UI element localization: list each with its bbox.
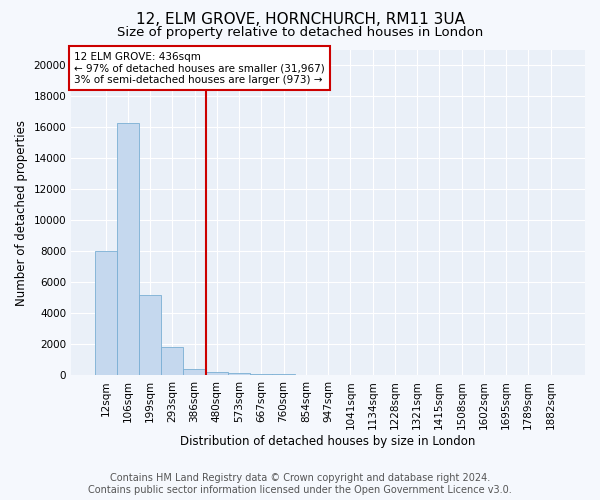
Bar	[250, 374, 272, 376]
Bar	[272, 374, 295, 376]
Bar	[228, 374, 250, 376]
Text: Contains HM Land Registry data © Crown copyright and database right 2024.
Contai: Contains HM Land Registry data © Crown c…	[88, 474, 512, 495]
Bar	[161, 346, 184, 376]
Bar	[117, 123, 139, 376]
Bar	[206, 372, 228, 376]
X-axis label: Distribution of detached houses by size in London: Distribution of detached houses by size …	[181, 434, 476, 448]
Text: Size of property relative to detached houses in London: Size of property relative to detached ho…	[117, 26, 483, 39]
Bar	[295, 374, 317, 376]
Text: 12, ELM GROVE, HORNCHURCH, RM11 3UA: 12, ELM GROVE, HORNCHURCH, RM11 3UA	[136, 12, 464, 28]
Bar	[184, 369, 206, 376]
Bar	[139, 295, 161, 376]
Y-axis label: Number of detached properties: Number of detached properties	[15, 120, 28, 306]
Bar	[95, 252, 117, 376]
Text: 12 ELM GROVE: 436sqm
← 97% of detached houses are smaller (31,967)
3% of semi-de: 12 ELM GROVE: 436sqm ← 97% of detached h…	[74, 52, 325, 85]
